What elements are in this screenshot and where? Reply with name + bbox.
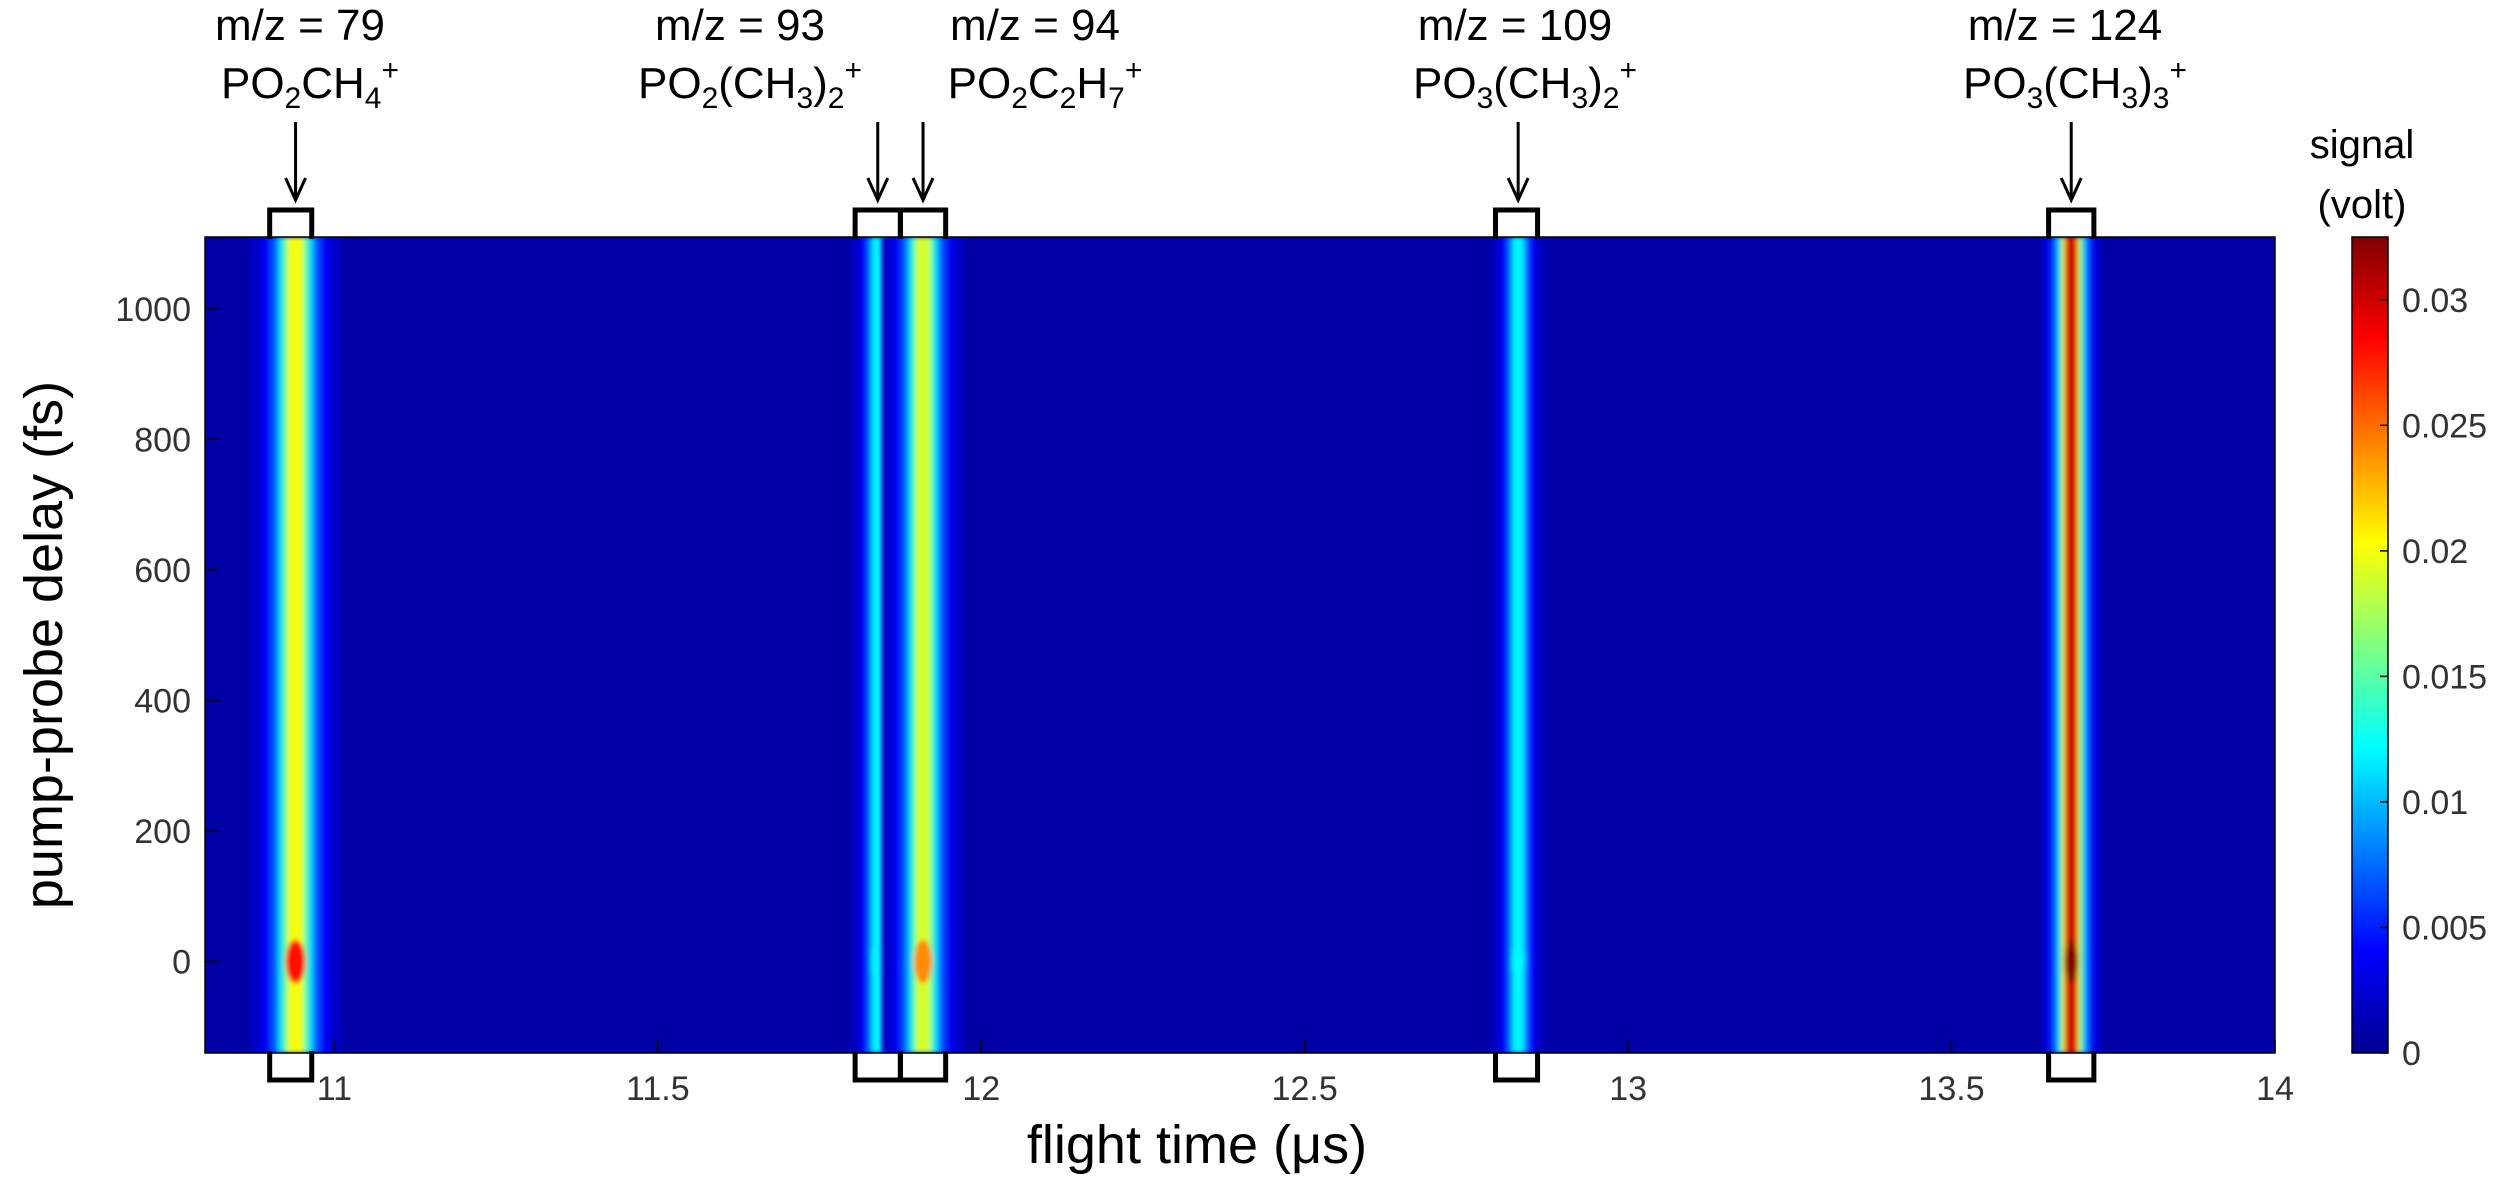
peak-bracket-top [267, 207, 315, 239]
x-tick-label: 11 [317, 1070, 352, 1108]
peak-mz-label: m/z = 93 [655, 1, 825, 50]
peak-band-3 [881, 237, 965, 1053]
peak-formula-label: PO3(CH3)3+ [1963, 54, 2187, 115]
peak-bracket-top [2046, 207, 2097, 239]
peak-bracket-bottom [852, 1051, 903, 1083]
y-tick-label: 1000 [115, 291, 191, 329]
peak-arrowhead [911, 177, 935, 204]
peak-arrowhead [1506, 177, 1530, 204]
colorbar: 0 0.005 0.01 0.015 0.02 0.025 0.03 signal (vol… [2310, 123, 2487, 1073]
x-axis-label: flight time (μs) [1027, 1115, 1367, 1175]
peak-band-1 [250, 237, 342, 1053]
peak-mz-label: m/z = 79 [215, 1, 385, 50]
peak-formula-label: PO3(CH3)2+ [1413, 54, 1637, 115]
peak-bracket-bottom [267, 1051, 315, 1083]
peak-arrowhead [284, 177, 307, 204]
y-axis-label: pump-probe delay (fs) [14, 381, 74, 909]
y-axis: 0 200 400 600 800 1000 [115, 291, 219, 982]
y-tick-label: 200 [134, 813, 191, 851]
x-tick-label: 12 [962, 1070, 1000, 1108]
colorbar-tick-label: 0.03 [2402, 282, 2468, 320]
y-tick-label: 600 [134, 552, 191, 590]
plot-frame [204, 236, 2276, 1054]
peak-band-4 [1489, 237, 1548, 1053]
colorbar-unit: (volt) [2318, 183, 2407, 227]
colorbar-title: signal [2310, 123, 2415, 167]
peak-mz-label: m/z = 94 [950, 1, 1120, 50]
colorbar-tick-label: 0.02 [2402, 533, 2468, 571]
peak-arrowhead [866, 177, 890, 204]
x-tick-label: 13 [1609, 1070, 1647, 1108]
colorbar-tick-label: 0.005 [2402, 909, 2487, 947]
colorbar-ticks: 0 0.005 0.01 0.015 0.02 0.025 0.03 [2380, 282, 2487, 1073]
peak-arrowhead [2059, 177, 2083, 204]
colorbar-tick-label: 0 [2402, 1035, 2421, 1073]
heatmap-background [205, 237, 2275, 1053]
peak-bands [250, 237, 2101, 1053]
x-axis: 11 11.5 12 12.5 13 13.5 14 [317, 1039, 2294, 1108]
y-tick-label: 400 [134, 682, 191, 720]
colorbar-gradient [2351, 236, 2389, 1054]
heatmap-plot-area [205, 237, 2275, 1053]
x-tick-label: 11.5 [626, 1070, 690, 1108]
peak-bracket-top [852, 207, 903, 239]
x-tick-label: 13.5 [1918, 1070, 1984, 1108]
peak-mz-label: m/z = 109 [1418, 1, 1612, 50]
x-tick-label: 14 [2256, 1070, 2294, 1108]
peak-bracket-top [1493, 207, 1541, 239]
peak-bracket-bottom [1493, 1051, 1541, 1083]
y-tick-label: 800 [134, 421, 191, 459]
colorbar-tick-label: 0.015 [2402, 658, 2487, 696]
colorbar-tick-label: 0.01 [2402, 784, 2468, 822]
peak-band-5 [2042, 237, 2101, 1053]
peak-formula-label: PO2CH4+ [221, 54, 399, 115]
x-tick-label: 12.5 [1272, 1070, 1338, 1108]
peak-formula-label: PO2C2H7+ [948, 54, 1143, 115]
colorbar-tick-label: 0.025 [2402, 407, 2487, 445]
peak-bracket-bottom [897, 1051, 949, 1083]
peak-formula-label: PO2(CH3)2+ [638, 54, 862, 115]
peak-mz-label: m/z = 124 [1968, 1, 2162, 50]
peak-bracket-top [897, 207, 949, 239]
peak-bracket-bottom [2046, 1051, 2097, 1083]
y-tick-label: 0 [172, 944, 191, 982]
